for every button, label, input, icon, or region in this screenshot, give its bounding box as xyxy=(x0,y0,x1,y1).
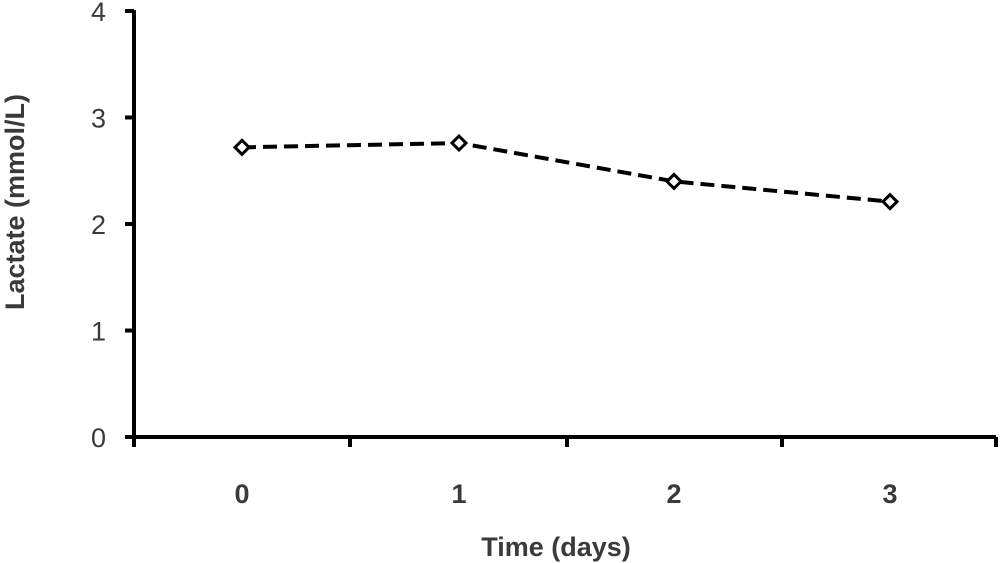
data-point-day-0 xyxy=(232,138,252,157)
y-axis-title: Lactate (mmol/L) xyxy=(0,94,30,310)
x-tick-label-3: 3 xyxy=(882,479,897,509)
data-point-day-1 xyxy=(449,133,469,153)
x-tick-label-2: 2 xyxy=(666,479,681,509)
y-axis-ticks xyxy=(125,9,134,439)
series-lines xyxy=(241,141,891,204)
y-tick-label-0: 0 xyxy=(91,423,106,453)
series-markers xyxy=(232,133,900,211)
x-axis-tick-labels: 0 1 2 3 xyxy=(234,479,897,509)
data-point-day-2 xyxy=(664,172,684,191)
y-axis-tick-labels: 0 1 2 3 4 xyxy=(91,0,106,453)
y-tick-label-2: 2 xyxy=(91,210,106,240)
x-axis-title: Time (days) xyxy=(481,532,631,562)
y-tick-label-1: 1 xyxy=(91,317,106,347)
x-tick-label-0: 0 xyxy=(234,479,249,509)
y-tick-label-3: 3 xyxy=(91,104,106,134)
x-tick-label-1: 1 xyxy=(451,479,466,509)
x-axis-ticks xyxy=(132,437,998,447)
data-point-day-3 xyxy=(880,192,900,211)
y-tick-label-4: 4 xyxy=(91,0,106,27)
series-line-0 xyxy=(241,141,891,204)
